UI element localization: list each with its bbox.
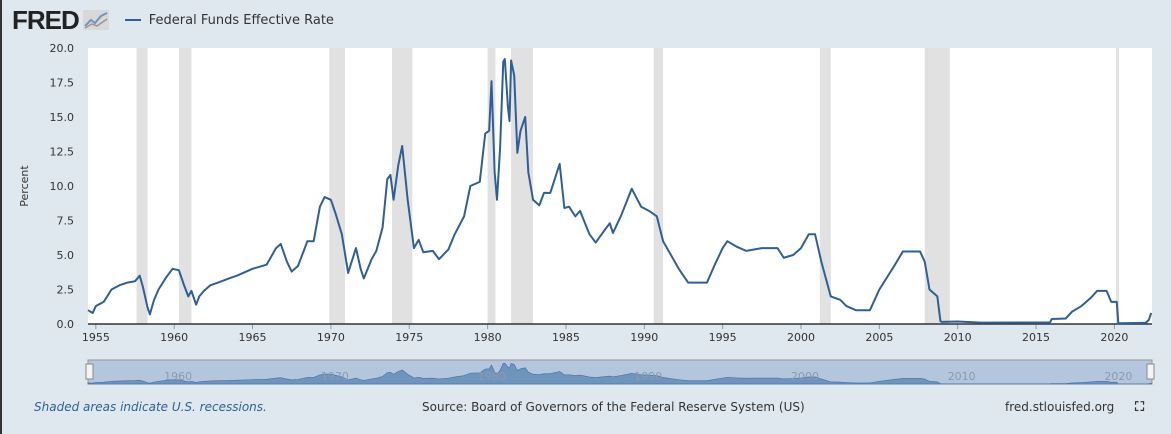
recession-band — [924, 48, 950, 324]
navigator-tick-label: 2000 — [791, 370, 819, 383]
x-tick-label: 1955 — [82, 331, 110, 344]
source-text: Source: Board of Governors of the Federa… — [422, 400, 805, 414]
x-tick-label: 1985 — [552, 331, 580, 344]
recession-band — [819, 48, 831, 324]
recession-band — [178, 48, 192, 324]
y-tick-label: 2.5 — [57, 284, 75, 297]
fred-chart-icon — [82, 10, 109, 30]
y-tick-label: 20.0 — [50, 42, 75, 55]
site-link[interactable]: fred.stlouisfed.org — [1005, 400, 1115, 414]
plot-area — [88, 48, 1152, 324]
series-line — [87, 58, 1153, 325]
navigator-tick-label: 1980 — [478, 370, 506, 383]
navigator-tick-label: 1960 — [164, 370, 192, 383]
header: FRED Federal Funds Effective Rate — [12, 4, 334, 35]
y-tick-label: 0.0 — [57, 318, 75, 331]
navigator-tick-label: 1970 — [321, 370, 349, 383]
recession-band — [136, 48, 148, 324]
y-tick-label: 12.5 — [50, 146, 75, 159]
legend-swatch — [124, 19, 141, 21]
x-tick-label: 1975 — [395, 331, 423, 344]
navigator-tick-label: 2010 — [948, 370, 976, 383]
x-tick-label: 2010 — [944, 331, 972, 344]
navigator-tick-label: 2020 — [1104, 370, 1132, 383]
x-tick-label: 1995 — [709, 331, 737, 344]
recession-band — [487, 48, 496, 324]
legend-label: Federal Funds Effective Rate — [148, 12, 334, 28]
x-tick-label: 2015 — [1022, 331, 1050, 344]
x-tick-label: 2000 — [787, 331, 815, 344]
fred-logo[interactable]: FRED — [12, 4, 80, 35]
y-axis-label: Percent — [18, 165, 31, 207]
x-tick-label: 2005 — [865, 331, 893, 344]
recession-note: Shaded areas indicate U.S. recessions. — [34, 400, 267, 414]
recession-band — [653, 48, 664, 324]
y-tick-label: 15.0 — [50, 111, 75, 124]
x-tick-label: 1965 — [239, 331, 267, 344]
navigator-series — [87, 362, 1152, 385]
y-tick-label: 17.5 — [50, 77, 75, 90]
x-tick-label: 2020 — [1100, 331, 1128, 344]
navigator-handle[interactable] — [1146, 363, 1155, 380]
x-tick-label: 1970 — [317, 331, 345, 344]
y-tick-label: 7.5 — [57, 215, 75, 228]
chart: 0.0 2.5 5.0 7.5 10.0 12.5 15.0 17.5 20.0 1955 1960… — [18, 42, 1155, 385]
y-tick-label: 5.0 — [57, 249, 75, 262]
recession-band — [329, 48, 345, 324]
recession-band — [1115, 48, 1120, 324]
x-tick-label: 1990 — [630, 331, 658, 344]
x-tick-label: 1960 — [160, 331, 188, 344]
y-tick-label: 10.0 — [50, 180, 75, 193]
navigator-handle[interactable] — [85, 363, 94, 380]
recession-band — [392, 48, 413, 324]
x-tick-label: 1980 — [474, 331, 502, 344]
navigator-tick-label: 1990 — [634, 370, 662, 383]
fullscreen-icon[interactable]: ⛶ — [1135, 400, 1145, 415]
